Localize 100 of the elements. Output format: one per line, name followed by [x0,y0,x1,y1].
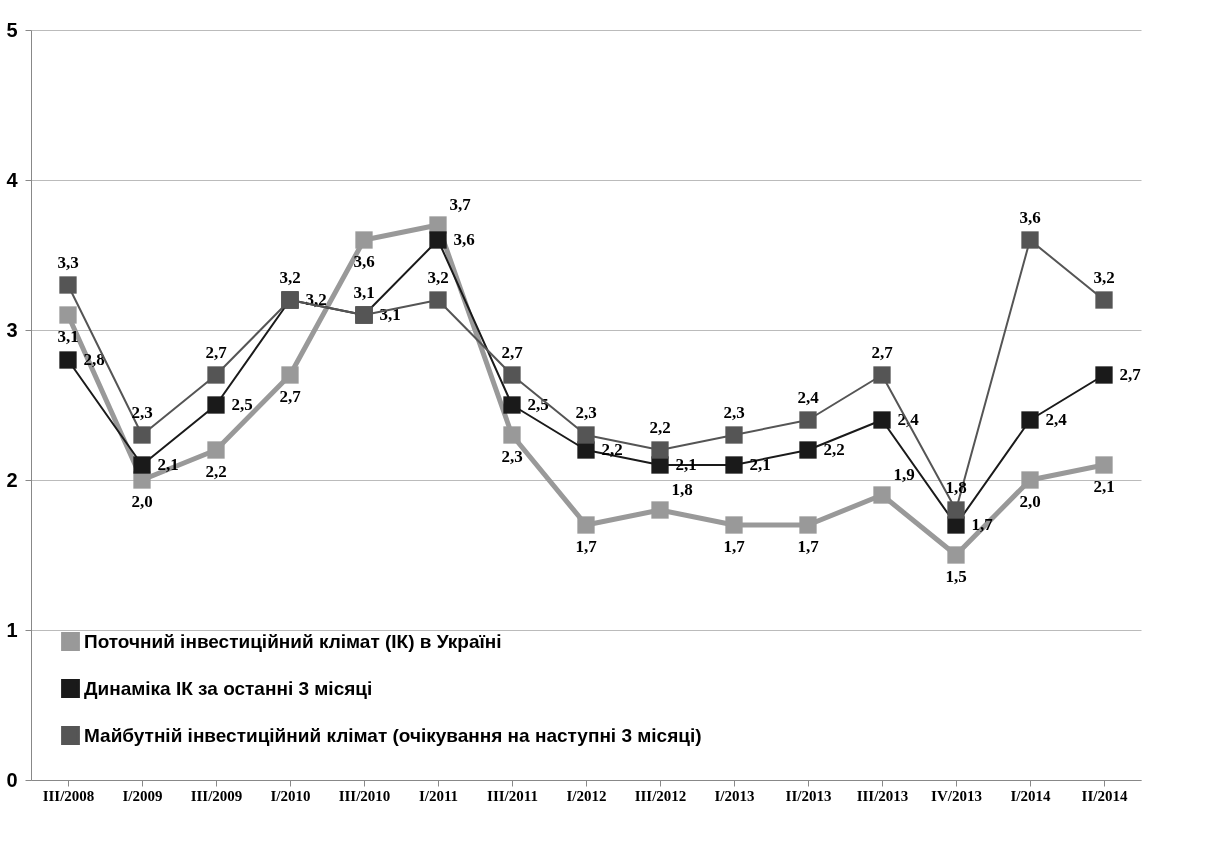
y-tick-label: 3 [6,318,18,341]
data-label: 2,0 [131,492,153,511]
point [651,501,669,519]
data-label: 2,5 [231,395,253,414]
data-label: 2,7 [1119,365,1142,384]
data-label: 3,1 [379,305,401,324]
data-label: 2,4 [1045,410,1068,429]
point [799,441,817,459]
point [725,456,743,474]
data-label: 3,7 [449,195,472,214]
data-label: 2,2 [601,440,623,459]
point [725,516,743,534]
data-label: 2,7 [205,343,228,362]
data-label: 3,3 [57,253,79,272]
data-label: 2,1 [1093,477,1115,496]
data-label: 3,6 [1019,208,1041,227]
point [355,231,373,249]
legend-label: Майбутній інвестиційний клімат (очікування на наступні 3 місяці) [84,724,702,746]
point [1021,411,1039,429]
data-label: 3,2 [279,268,301,287]
point [873,486,891,504]
point [281,366,299,384]
point [1021,471,1039,489]
data-label: 1,7 [575,537,598,556]
data-label: 2,1 [157,455,179,474]
data-label: 1,7 [971,515,994,534]
data-label: 3,2 [427,268,449,287]
point [207,396,225,414]
data-label: 2,3 [501,447,523,466]
x-tick-label: II/2014 [1081,787,1128,804]
point [207,441,225,459]
point [59,276,77,294]
data-label: 2,2 [205,462,227,481]
point [429,231,447,249]
data-label: 2,7 [279,387,302,406]
point [1021,231,1039,249]
data-label: 1,7 [723,537,746,556]
data-label: 1,5 [945,567,967,586]
x-tick-label: I/2014 [1010,787,1051,804]
point [651,441,669,459]
data-label: 2,2 [823,440,845,459]
data-label: 2,7 [871,343,894,362]
x-tick-label: I/2013 [714,787,755,804]
point [429,291,447,309]
data-label: 1,8 [671,480,693,499]
point [133,456,151,474]
point [59,351,77,369]
data-label: 2,3 [131,403,153,422]
point [207,366,225,384]
x-tick-label: I/2010 [270,787,311,804]
point [947,546,965,564]
data-label: 2,5 [527,395,549,414]
point [873,411,891,429]
x-tick-label: III/2009 [190,787,243,804]
point [725,426,743,444]
x-tick-label: III/2013 [856,787,909,804]
data-label: 3,2 [1093,268,1115,287]
x-tick-label: I/2012 [566,787,607,804]
point [799,516,817,534]
data-label: 3,1 [57,327,79,346]
point [503,366,521,384]
x-tick-label: IV/2013 [931,787,982,804]
data-label: 2,3 [723,403,745,422]
x-tick-label: III/2011 [487,787,538,804]
y-tick-label: 1 [6,618,18,641]
data-label: 2,2 [649,418,671,437]
point [133,426,151,444]
point [873,366,891,384]
y-tick-label: 0 [6,768,18,791]
x-tick-label: III/2012 [634,787,687,804]
legend-label: Поточний інвестиційний клімат (ІК) в Україні [84,630,502,652]
data-label: 2,4 [797,388,820,407]
data-label: 2,0 [1019,492,1041,511]
point [1095,456,1113,474]
data-label: 2,8 [83,350,105,369]
point [1095,366,1113,384]
x-tick-label: II/2013 [785,787,832,804]
point [577,426,595,444]
y-tick-label: 5 [6,18,18,41]
x-tick-label: III/2008 [42,787,95,804]
point [503,396,521,414]
data-label: 2,1 [749,455,771,474]
point [59,306,77,324]
y-tick-label: 2 [6,468,18,491]
y-tick-label: 4 [6,168,19,191]
data-label: 3,2 [305,290,327,309]
point [799,411,817,429]
data-label: 3,6 [453,230,475,249]
point [503,426,521,444]
point [1095,291,1113,309]
data-label: 2,3 [575,403,597,422]
x-tick-label: I/2011 [418,787,459,804]
data-label: 3,6 [353,252,375,271]
data-label: 1,9 [893,465,915,484]
data-label: 1,7 [797,537,820,556]
data-label: 2,7 [501,343,524,362]
data-label: 3,1 [353,283,375,302]
x-tick-label: III/2010 [338,787,391,804]
x-tick-label: I/2009 [122,787,163,804]
point [947,501,965,519]
